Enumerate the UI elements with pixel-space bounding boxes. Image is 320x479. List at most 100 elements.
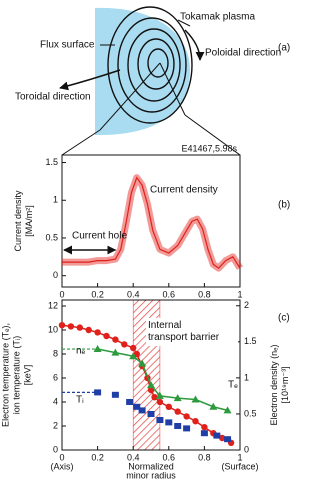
x-label: minor radius [126, 470, 176, 479]
x-tick-label: 0.6 [163, 452, 176, 462]
y-axis-label: Current density [13, 190, 23, 252]
ti-point [111, 391, 119, 398]
ne-point [147, 381, 155, 389]
te-point [219, 434, 226, 442]
te-point [192, 418, 199, 425]
current-line [62, 176, 241, 269]
annotation: E41467,5.98s [181, 143, 237, 153]
te-point [112, 336, 119, 343]
y-axis-label: [MA/m²] [24, 205, 34, 237]
x-tick-label: 0 [59, 452, 64, 462]
y-tick-label: 0.5 [45, 232, 58, 242]
plot-frame [61, 154, 241, 288]
ne-point [155, 391, 164, 399]
y2-tick-label: 0 [244, 444, 249, 454]
x-tick-label: 0.2 [91, 289, 104, 299]
te-point [165, 403, 172, 410]
label: Tokamak plasma [180, 12, 255, 23]
y-axis-label: [keV] [22, 365, 32, 386]
y-axis-label: ion temperature (Tᵢ) [11, 336, 21, 414]
y-axis-label: Electron temperature (Tₑ), [0, 323, 10, 427]
figure: Tokamak plasma Flux surface Poloidal dir… [0, 6, 290, 479]
ne-point [138, 359, 147, 367]
panel-label: (b) [278, 200, 290, 211]
ne-point [209, 402, 218, 410]
series-line [97, 348, 228, 412]
ti-point [126, 399, 134, 405]
y-tick-label: 12 [48, 300, 58, 310]
y2-tick-label: 1 [244, 372, 249, 382]
ne-point [223, 406, 232, 414]
x-tick-label: 1 [237, 452, 242, 462]
te-point [67, 323, 75, 330]
y-tick-label: 6 [53, 372, 58, 382]
x-label: (Surface) [221, 461, 258, 471]
x-tick-label: 0.4 [127, 289, 140, 299]
ti-point [94, 389, 102, 396]
y2-tick-label: 0.5 [244, 408, 257, 418]
ti-point [224, 436, 232, 443]
hole-label: Current hole [72, 231, 127, 242]
ti-point [133, 403, 141, 410]
x-label: Normalized [128, 461, 174, 471]
y2-tick-label: 2 [244, 300, 249, 310]
ne-point [173, 394, 182, 402]
ne-point [93, 345, 102, 353]
legend-label: Tᵢ [76, 395, 84, 406]
x-tick-label: 0.2 [91, 452, 104, 462]
y-tick-label: 1 [53, 195, 58, 205]
te-point [174, 408, 181, 415]
te-point [133, 350, 140, 358]
label: Flux surface [40, 40, 95, 51]
y-tick-label: 10 [48, 324, 58, 334]
legend-label: nₑ [76, 346, 86, 357]
te-point [76, 324, 84, 331]
te-point [151, 394, 158, 401]
plasma-diagram: Tokamak plasma Flux surface Poloidal dir… [15, 6, 281, 156]
y-tick-label: 1.5 [45, 157, 58, 167]
y-tick-label: 0 [53, 444, 58, 454]
ne-point [191, 395, 200, 403]
te-point [103, 332, 110, 340]
x-tick-label: 1 [237, 289, 242, 299]
y2-axis-label: Electron density (nₑ) [269, 345, 279, 426]
ti-point [165, 419, 173, 426]
annotation: Internal transport barrier [148, 320, 220, 343]
y-tick-label: 2 [53, 420, 58, 430]
ti-point [200, 430, 208, 437]
ti-point [213, 432, 221, 439]
ne-point [129, 352, 138, 360]
y2-tick-label: 1.5 [244, 336, 257, 346]
annotation-bg [146, 318, 238, 346]
te-point [85, 326, 92, 334]
ti-point [147, 411, 155, 417]
x-tick-label: 0.6 [163, 289, 176, 299]
x-tick-label: 0 [59, 289, 64, 299]
te-point [201, 424, 208, 431]
x-tick-label: 0.8 [198, 289, 211, 299]
y2-axis-label: [10¹⁹m⁻³] [280, 366, 290, 403]
x-label: (Axis) [51, 461, 74, 471]
te-point [183, 413, 190, 420]
plasma-shape [95, 7, 190, 135]
te-point [58, 322, 66, 329]
te-point [121, 341, 128, 348]
label: Toroidal direction [15, 92, 91, 103]
y-tick-label: 4 [53, 396, 58, 406]
ti-point [174, 423, 182, 429]
ti-point [156, 417, 164, 423]
x-tick-label: 0.8 [198, 452, 211, 462]
ti-point [138, 407, 146, 414]
panel-label: (c) [278, 313, 290, 324]
y-tick-label: 0 [53, 270, 58, 280]
te-point [147, 386, 155, 394]
plot-frame [61, 299, 241, 451]
ne-point [111, 348, 120, 356]
te-point [94, 329, 101, 336]
te-point [130, 344, 137, 352]
te-point [156, 398, 164, 406]
x-tick-label: 0.4 [127, 452, 140, 462]
y-tick-label: 8 [53, 348, 58, 358]
ti-point [183, 425, 191, 432]
panel-label: (a) [278, 43, 290, 54]
